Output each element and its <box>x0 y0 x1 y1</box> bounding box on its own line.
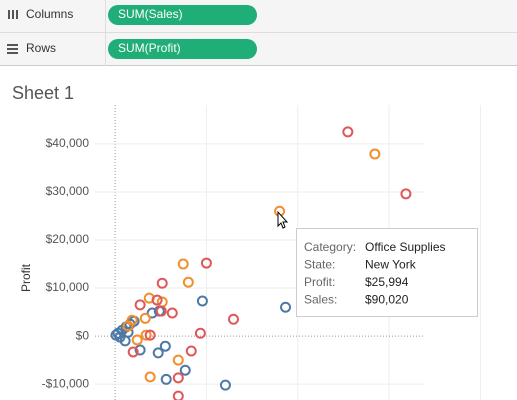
point <box>179 364 191 376</box>
point <box>172 354 184 366</box>
point <box>144 371 156 383</box>
y-tick-label: $0 <box>76 328 90 342</box>
point <box>139 312 151 324</box>
sheet-title: Sheet 1 <box>12 83 74 103</box>
point <box>200 257 212 269</box>
tooltip-value: $90,020 <box>365 293 409 307</box>
point <box>122 320 134 332</box>
point <box>342 126 354 138</box>
y-tick-label: $30,000 <box>46 184 90 198</box>
pill[interactable] <box>108 39 257 59</box>
point <box>134 344 146 356</box>
point <box>166 307 178 319</box>
point <box>159 340 171 352</box>
point <box>172 390 184 400</box>
tooltip-key: Sales: <box>304 293 337 307</box>
point <box>182 276 194 288</box>
tooltip-key: Category: <box>304 240 356 254</box>
point <box>185 345 197 357</box>
point <box>140 329 152 341</box>
y-tick-label: -$10,000 <box>42 376 90 390</box>
tooltip-value: New York <box>365 258 417 272</box>
pill[interactable] <box>108 5 257 25</box>
point <box>194 327 206 339</box>
point <box>177 258 189 270</box>
point <box>122 326 134 338</box>
pill-text: SUM(Sales) <box>118 7 183 21</box>
point <box>131 334 143 346</box>
tooltip-key: Profit: <box>304 275 335 289</box>
tooltip-value: $25,994 <box>365 275 409 289</box>
point <box>369 148 381 160</box>
y-tick-label: $40,000 <box>46 136 90 150</box>
tooltip-box <box>296 228 478 317</box>
point <box>127 346 139 358</box>
rows-icon <box>7 44 18 54</box>
cursor <box>277 210 289 229</box>
point <box>219 379 231 391</box>
y-tick-label: $20,000 <box>46 232 90 246</box>
point <box>144 329 156 341</box>
y-tick-label: $10,000 <box>46 280 90 294</box>
point <box>155 305 167 317</box>
point <box>280 301 292 313</box>
point <box>400 188 412 200</box>
point <box>156 277 168 289</box>
tooltip-value: Office Supplies <box>365 240 446 254</box>
y-axis-label: Profit <box>19 263 33 292</box>
shelf-label: Columns <box>26 7 73 21</box>
shelf-label: Rows <box>26 41 56 55</box>
point <box>151 294 163 306</box>
point <box>160 373 172 385</box>
tooltip: Category: Office Supplies State: New York Pr… <box>296 228 478 317</box>
point <box>172 372 184 384</box>
point <box>152 347 164 359</box>
point <box>196 295 208 307</box>
point <box>114 331 126 343</box>
tooltip-key: State: <box>304 258 335 272</box>
point <box>227 313 239 325</box>
columns-icon <box>8 10 18 19</box>
pill-text: SUM(Profit) <box>118 41 181 55</box>
point <box>134 299 146 311</box>
